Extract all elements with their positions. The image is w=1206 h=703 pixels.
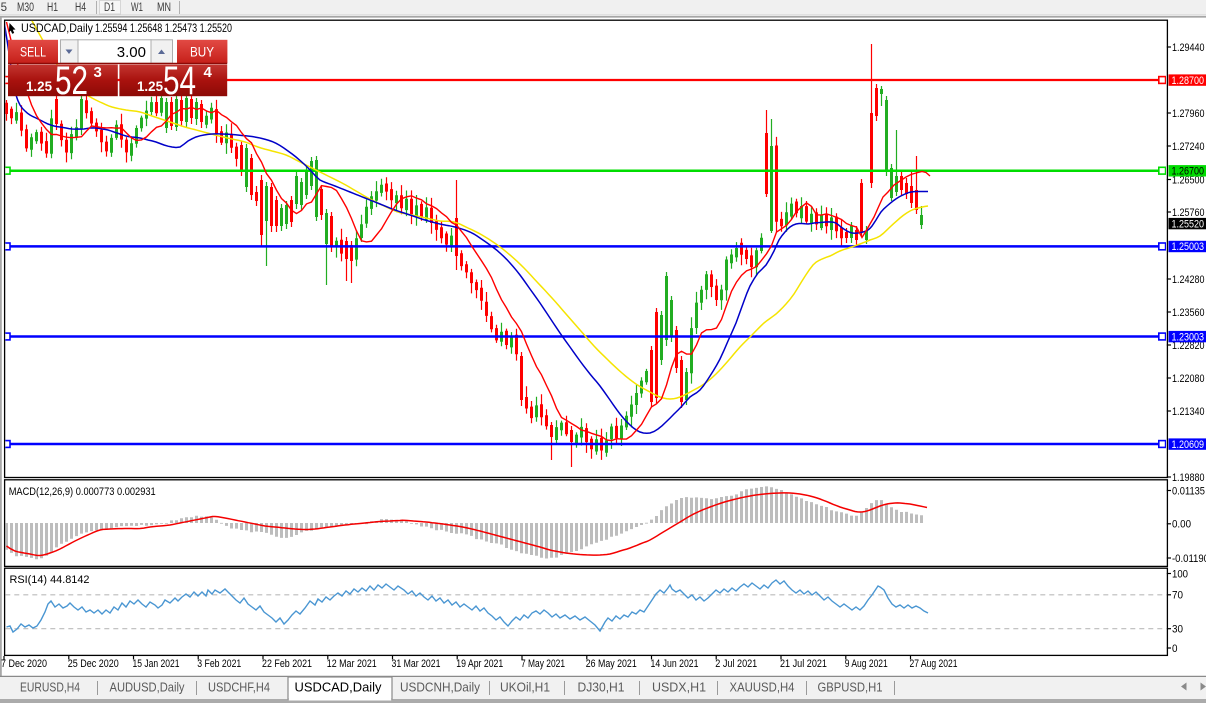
svg-text:1.23003: 1.23003 (1172, 331, 1205, 343)
svg-text:USDCAD,Daily: USDCAD,Daily (295, 681, 383, 695)
svg-text:100: 100 (1172, 568, 1188, 580)
svg-text:7 Dec 2020: 7 Dec 2020 (1, 658, 47, 670)
svg-text:USDCHF,H4: USDCHF,H4 (208, 681, 270, 695)
svg-text:3.00: 3.00 (117, 44, 146, 61)
svg-text:1.23560: 1.23560 (1172, 307, 1205, 319)
svg-text:USDCNH,Daily: USDCNH,Daily (400, 681, 481, 695)
svg-text:26 May 2021: 26 May 2021 (586, 658, 637, 670)
svg-text:21 Jul 2021: 21 Jul 2021 (780, 658, 827, 670)
svg-text:30: 30 (1172, 624, 1183, 636)
svg-text:-0.01190: -0.01190 (1172, 553, 1206, 565)
svg-text:0.01135: 0.01135 (1172, 485, 1205, 497)
svg-text:70: 70 (1172, 590, 1183, 602)
svg-text:MN: MN (157, 2, 171, 14)
svg-text:1.19880: 1.19880 (1172, 472, 1205, 484)
svg-text:14 Jun 2021: 14 Jun 2021 (651, 658, 699, 670)
svg-text:9 Aug 2021: 9 Aug 2021 (845, 658, 888, 670)
svg-text:DJ30,H1: DJ30,H1 (578, 681, 625, 695)
svg-text:3: 3 (94, 64, 102, 81)
svg-text:AUDUSD,Daily: AUDUSD,Daily (110, 681, 186, 695)
svg-text:22 Feb 2021: 22 Feb 2021 (262, 658, 312, 670)
svg-text:D1: D1 (104, 2, 115, 14)
svg-text:1.27960: 1.27960 (1172, 108, 1205, 120)
svg-text:7 May 2021: 7 May 2021 (521, 658, 565, 670)
svg-text:15 Jan 2021: 15 Jan 2021 (133, 658, 180, 670)
svg-text:3 Feb 2021: 3 Feb 2021 (197, 658, 241, 670)
svg-text:USDX,H1: USDX,H1 (652, 681, 706, 695)
svg-text:MACD(12,26,9) 0.000773 0.00293: MACD(12,26,9) 0.000773 0.002931 (9, 486, 156, 498)
svg-text:USDCAD,Daily: USDCAD,Daily (21, 21, 93, 35)
svg-text:52: 52 (55, 59, 88, 103)
svg-text:1.28700: 1.28700 (1172, 75, 1205, 87)
svg-text:H4: H4 (75, 2, 86, 14)
svg-text:1.27240: 1.27240 (1172, 141, 1205, 153)
svg-text:1.25: 1.25 (26, 78, 52, 94)
svg-text:31 Mar 2021: 31 Mar 2021 (392, 658, 441, 670)
svg-text:M5: M5 (0, 2, 7, 14)
svg-text:19 Apr 2021: 19 Apr 2021 (456, 658, 503, 670)
svg-text:27 Aug 2021: 27 Aug 2021 (910, 658, 958, 670)
svg-text:1.25003: 1.25003 (1172, 241, 1205, 253)
svg-text:1.22080: 1.22080 (1172, 373, 1205, 385)
svg-text:1.21340: 1.21340 (1172, 406, 1205, 418)
svg-text:54: 54 (163, 59, 196, 103)
svg-text:GBPUSD,H1: GBPUSD,H1 (818, 681, 883, 695)
svg-text:1.26500: 1.26500 (1172, 174, 1205, 186)
svg-text:RSI(14) 44.8142: RSI(14) 44.8142 (10, 574, 90, 586)
svg-text:1.25520: 1.25520 (1172, 218, 1205, 230)
svg-text:2 Jul 2021: 2 Jul 2021 (715, 658, 757, 670)
svg-text:UKOil,H1: UKOil,H1 (500, 681, 550, 695)
svg-text:0.00: 0.00 (1172, 519, 1191, 531)
svg-text:0: 0 (1172, 643, 1178, 655)
svg-text:25 Dec 2020: 25 Dec 2020 (68, 658, 119, 670)
svg-text:1.22820: 1.22820 (1172, 340, 1205, 352)
svg-text:SELL: SELL (20, 45, 46, 60)
svg-text:EURUSD,H4: EURUSD,H4 (20, 681, 80, 695)
svg-text:1.25760: 1.25760 (1172, 207, 1205, 219)
svg-text:4: 4 (204, 64, 213, 81)
svg-text:H1: H1 (47, 2, 58, 14)
svg-text:12 Mar 2021: 12 Mar 2021 (327, 658, 377, 670)
svg-text:1.26700: 1.26700 (1172, 166, 1205, 178)
svg-text:W1: W1 (131, 2, 143, 14)
svg-text:1.24280: 1.24280 (1172, 274, 1205, 286)
svg-text:1.25: 1.25 (137, 78, 163, 94)
svg-text:M30: M30 (17, 2, 34, 14)
svg-text:BUY: BUY (190, 45, 214, 60)
svg-text:XAUUSD,H4: XAUUSD,H4 (730, 681, 795, 695)
svg-text:1.29440: 1.29440 (1172, 42, 1205, 54)
svg-text:1.25594 1.25648 1.25473 1.2552: 1.25594 1.25648 1.25473 1.25520 (95, 21, 232, 35)
svg-text:1.20609: 1.20609 (1172, 439, 1205, 451)
